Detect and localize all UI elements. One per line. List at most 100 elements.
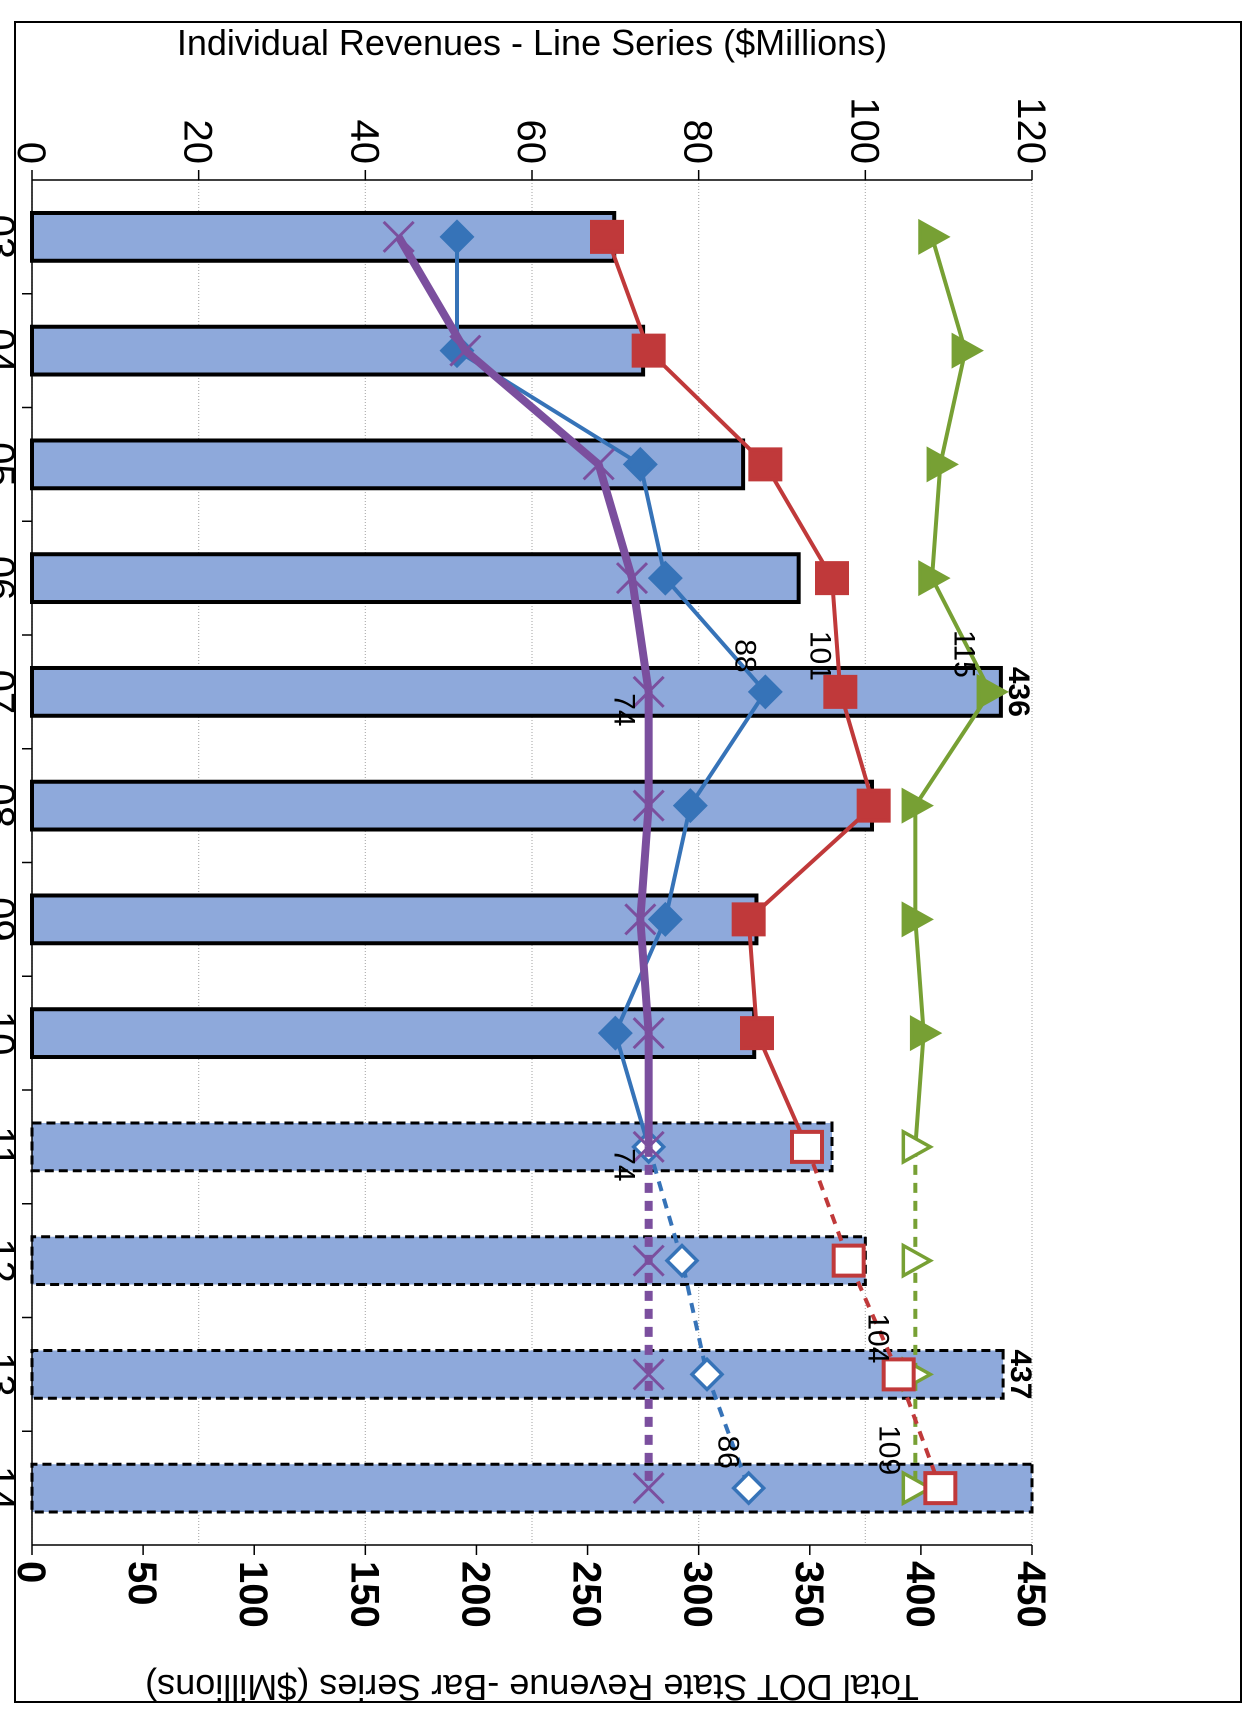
series-vehicle-registrations [382, 220, 665, 1505]
point-gasoline-14 [901, 1470, 934, 1507]
point-vehicle-registrations-14-stroke-b [632, 1472, 665, 1505]
point-weight-distance-03 [439, 219, 475, 255]
left-tick-label: 0 [9, 142, 53, 164]
point-vehicle-registrations-11-stroke-b [632, 1130, 665, 1163]
data-labels: 436 437 115 109 101 104 88 86 74 74 [608, 630, 1037, 1475]
point-vehicle-registrations-09-stroke-b [624, 903, 657, 936]
left-tick-label: 120 [1009, 97, 1053, 164]
point-gasoline-09 [901, 901, 934, 938]
plot-frame [14, 21, 1242, 1703]
point-special-fuel-08 [856, 788, 891, 823]
bar-12 [30, 1235, 867, 1287]
bar-13 [30, 1348, 1005, 1400]
point-special-fuel-14 [923, 1471, 958, 1506]
point-gasoline-10 [909, 1015, 943, 1052]
point-gasoline-12 [901, 1242, 934, 1279]
line-label-weight-distance-14: 86 [712, 1435, 745, 1468]
point-gasoline-11 [901, 1128, 934, 1165]
x-tick-label: 14 [0, 1466, 22, 1511]
point-vehicle-registrations-13-stroke-b [632, 1358, 665, 1391]
bar-08 [30, 779, 874, 832]
right-tick-label: 50 [120, 1561, 164, 1606]
point-gasoline-05 [926, 446, 959, 483]
point-vehicle-registrations-03-stroke-b [382, 220, 415, 253]
point-vehicle-registrations-10-stroke-b [632, 1017, 665, 1050]
point-weight-distance-13 [689, 1356, 725, 1392]
right-tick-label: 400 [898, 1561, 942, 1628]
point-weight-distance-09 [647, 901, 683, 937]
point-gasoline-04 [951, 332, 984, 369]
right-tick-label: 250 [565, 1561, 609, 1628]
point-vehicle-registrations-05 [582, 448, 615, 481]
point-vehicle-registrations-04 [449, 334, 482, 367]
line-series [382, 218, 1009, 1507]
right-tick-label: 450 [1009, 1561, 1053, 1628]
point-vehicle-registrations-14 [632, 1472, 665, 1505]
point-special-fuel-03 [590, 219, 624, 254]
line-label-special-fuel-07: 101 [803, 631, 836, 681]
x-tick-label: 04 [0, 328, 22, 373]
point-vehicle-registrations-11 [632, 1130, 665, 1163]
x-tick-label: 03 [0, 215, 22, 260]
line-label-vehicle-registrations-07: 74 [608, 693, 641, 726]
right-axis-title: Total DOT State Revenue -Bar Series ($Mi… [145, 1667, 919, 1708]
point-weight-distance-14 [731, 1470, 767, 1506]
point-vehicle-registrations-04-stroke-b [449, 334, 482, 367]
point-vehicle-registrations-09 [624, 903, 657, 936]
bar-03 [30, 210, 617, 263]
left-tick-label: 100 [842, 97, 886, 164]
right-tick-label: 200 [453, 1561, 497, 1628]
line-label-weight-distance-07: 88 [728, 639, 761, 672]
left-tick-label: 20 [176, 120, 220, 165]
point-special-fuel-06 [815, 561, 849, 596]
point-gasoline-03 [918, 218, 951, 255]
point-gasoline-07 [976, 673, 1009, 710]
point-special-fuel-09 [731, 902, 766, 937]
line-weight-distance-forecast [646, 1146, 751, 1489]
bar-label-13: 437 [1004, 1349, 1037, 1399]
bar-label-07: 436 [1002, 667, 1035, 717]
left-tick-label: 80 [676, 120, 720, 165]
point-vehicle-registrations-08-stroke-b [632, 789, 665, 822]
x-tick-label: 08 [0, 783, 22, 828]
point-special-fuel-05 [748, 447, 783, 482]
bar-06 [29, 552, 801, 605]
right-tick-label: 150 [342, 1561, 386, 1628]
point-vehicle-registrations-06 [615, 562, 649, 595]
point-weight-distance-12 [664, 1243, 700, 1279]
x-tick-label: 09 [0, 897, 22, 942]
point-special-fuel-04 [631, 333, 666, 368]
line-label-gasoline-07: 115 [947, 630, 980, 678]
right-tick-label: 300 [676, 1561, 720, 1628]
bar-04 [30, 324, 646, 377]
point-vehicle-registrations-12 [632, 1244, 665, 1277]
point-vehicle-registrations-07-stroke-b [632, 675, 665, 708]
point-vehicle-registrations-10 [632, 1017, 665, 1050]
point-gasoline-08 [901, 787, 934, 824]
point-weight-distance-10 [597, 1015, 633, 1051]
point-special-fuel-13 [881, 1357, 916, 1392]
point-vehicle-registrations-12-stroke-b [632, 1244, 665, 1277]
x-tick-label: 12 [0, 1238, 22, 1283]
bar-09 [30, 893, 759, 946]
series-gasoline [901, 218, 1009, 1507]
point-weight-distance-08 [672, 788, 708, 824]
right-tick-label: 350 [787, 1561, 831, 1628]
point-special-fuel-12 [831, 1243, 866, 1278]
left-tick-label: 60 [509, 120, 553, 165]
x-tick-label: 13 [0, 1352, 22, 1397]
point-special-fuel-11 [790, 1129, 824, 1164]
point-vehicle-registrations-08 [632, 789, 665, 822]
point-vehicle-registrations-06-stroke-b [615, 562, 649, 595]
x-tick-label: 05 [0, 442, 22, 487]
point-weight-distance-07 [747, 674, 783, 710]
point-vehicle-registrations-07 [632, 675, 665, 708]
point-vehicle-registrations-03 [382, 220, 415, 253]
series-weight-distance [439, 219, 783, 1506]
line-label-special-fuel-13: 104 [862, 1313, 895, 1363]
point-weight-distance-06 [647, 560, 683, 596]
point-weight-distance-05 [622, 446, 658, 482]
